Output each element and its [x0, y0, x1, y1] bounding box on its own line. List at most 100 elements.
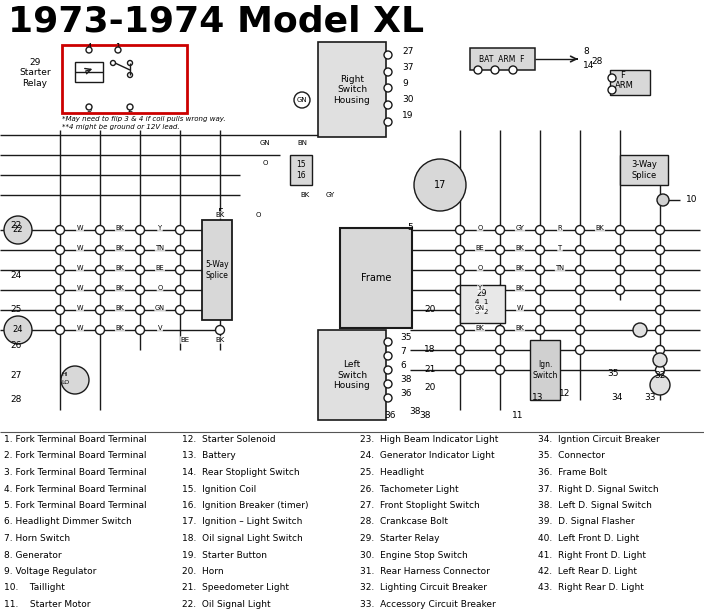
- Circle shape: [215, 245, 225, 255]
- Circle shape: [56, 325, 65, 335]
- Text: O: O: [477, 225, 483, 231]
- Circle shape: [455, 285, 465, 295]
- Circle shape: [56, 306, 65, 314]
- Circle shape: [536, 346, 544, 354]
- Text: BN: BN: [297, 140, 307, 146]
- Circle shape: [575, 346, 584, 354]
- Text: 20.  Horn: 20. Horn: [182, 567, 224, 576]
- Text: BK: BK: [301, 192, 310, 198]
- Circle shape: [655, 306, 665, 314]
- Text: 25: 25: [10, 306, 21, 314]
- Circle shape: [384, 352, 392, 360]
- Circle shape: [615, 285, 624, 295]
- Text: Frame: Frame: [361, 273, 391, 283]
- Circle shape: [384, 51, 392, 59]
- Circle shape: [135, 306, 144, 314]
- Text: T: T: [558, 245, 562, 251]
- Bar: [470, 48, 535, 70]
- Circle shape: [615, 226, 624, 234]
- Text: BK: BK: [515, 245, 524, 251]
- Text: BK: BK: [215, 212, 225, 218]
- Text: 19: 19: [402, 111, 413, 121]
- Text: BK: BK: [515, 285, 524, 291]
- Text: 22.  Oil Signal Light: 22. Oil Signal Light: [182, 600, 270, 609]
- Text: Right
Switch
Housing: Right Switch Housing: [334, 75, 370, 105]
- Text: *May need to flip 3 & 4 if coil pulls wrong way.: *May need to flip 3 & 4 if coil pulls wr…: [62, 116, 225, 122]
- Circle shape: [86, 47, 92, 53]
- Circle shape: [96, 306, 104, 314]
- Text: 12: 12: [559, 389, 571, 397]
- Text: BAT  ARM  F: BAT ARM F: [479, 55, 524, 63]
- Text: TN: TN: [555, 265, 565, 271]
- Circle shape: [536, 325, 544, 335]
- Text: GN: GN: [296, 97, 308, 103]
- Circle shape: [496, 365, 505, 375]
- Text: 36: 36: [400, 389, 412, 399]
- Circle shape: [61, 366, 89, 394]
- Circle shape: [491, 66, 499, 74]
- Circle shape: [384, 68, 392, 76]
- Circle shape: [135, 325, 144, 335]
- Text: 5: 5: [407, 223, 413, 232]
- Text: BK: BK: [515, 325, 524, 331]
- Text: 10.    Taillight: 10. Taillight: [4, 584, 65, 592]
- Text: 5-Way
Splice: 5-Way Splice: [205, 260, 229, 280]
- Text: 1. Fork Terminal Board Terminal: 1. Fork Terminal Board Terminal: [4, 435, 146, 444]
- Circle shape: [653, 353, 667, 367]
- Circle shape: [633, 323, 647, 337]
- Text: 14: 14: [583, 60, 594, 69]
- Text: BK: BK: [596, 225, 604, 231]
- Circle shape: [536, 226, 544, 234]
- Text: 13: 13: [532, 392, 543, 402]
- Circle shape: [215, 266, 225, 274]
- Text: 25.  Headlight: 25. Headlight: [360, 468, 424, 477]
- Text: BK: BK: [115, 245, 125, 251]
- Text: O: O: [477, 265, 483, 271]
- Circle shape: [608, 74, 616, 82]
- Text: Y: Y: [158, 225, 162, 231]
- Text: BK: BK: [115, 305, 125, 311]
- Text: 3. Fork Terminal Board Terminal: 3. Fork Terminal Board Terminal: [4, 468, 146, 477]
- Text: 8: 8: [583, 47, 589, 57]
- Circle shape: [96, 325, 104, 335]
- Text: 24: 24: [13, 325, 23, 335]
- Text: ARM: ARM: [615, 81, 634, 90]
- Circle shape: [384, 84, 392, 92]
- Text: W: W: [77, 305, 83, 311]
- Circle shape: [496, 245, 505, 255]
- Circle shape: [384, 394, 392, 402]
- Text: O: O: [256, 212, 260, 218]
- Circle shape: [455, 266, 465, 274]
- Text: HI: HI: [62, 373, 68, 378]
- Text: 3-Way
Splice: 3-Way Splice: [631, 161, 657, 180]
- Text: 20: 20: [425, 306, 436, 314]
- Circle shape: [615, 245, 624, 255]
- Text: **4 might be ground or 12V lead.: **4 might be ground or 12V lead.: [62, 124, 180, 130]
- Bar: [620, 155, 668, 185]
- Text: 27.  Front Stoplight Switch: 27. Front Stoplight Switch: [360, 501, 479, 510]
- Circle shape: [496, 226, 505, 234]
- Text: 29
Starter
Relay: 29 Starter Relay: [19, 58, 51, 88]
- Circle shape: [56, 245, 65, 255]
- Circle shape: [115, 47, 121, 53]
- Circle shape: [657, 194, 669, 206]
- Text: 4: 4: [87, 44, 92, 52]
- Bar: [290, 155, 312, 185]
- Circle shape: [575, 306, 584, 314]
- Circle shape: [215, 226, 225, 234]
- Text: W: W: [77, 245, 83, 251]
- Circle shape: [655, 266, 665, 274]
- Text: 35: 35: [400, 333, 412, 343]
- Text: V: V: [158, 325, 162, 331]
- Circle shape: [96, 266, 104, 274]
- Text: 38: 38: [409, 408, 421, 416]
- Circle shape: [175, 285, 184, 295]
- Bar: [318, 330, 386, 420]
- Text: R: R: [558, 225, 562, 231]
- Text: 23.  High Beam Indicator Light: 23. High Beam Indicator Light: [360, 435, 498, 444]
- Text: 33.  Accessory Circuit Breaker: 33. Accessory Circuit Breaker: [360, 600, 496, 609]
- Circle shape: [655, 365, 665, 375]
- Circle shape: [384, 366, 392, 374]
- Text: 5. Fork Terminal Board Terminal: 5. Fork Terminal Board Terminal: [4, 501, 146, 510]
- Text: 7: 7: [400, 347, 406, 357]
